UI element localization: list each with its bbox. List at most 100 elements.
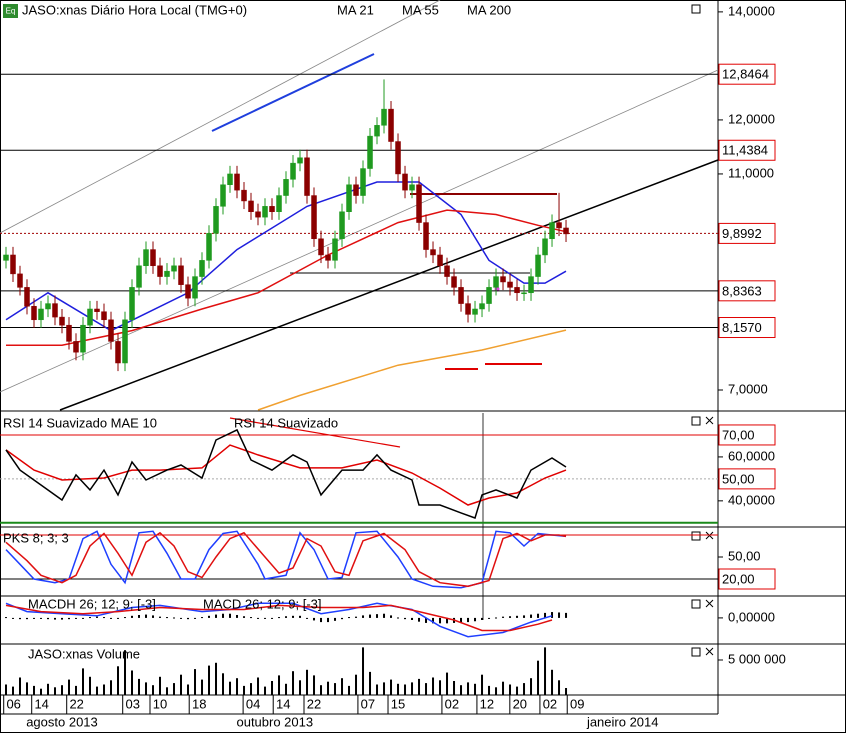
x-tick-label: 12 <box>480 696 494 711</box>
candle-body <box>374 125 380 137</box>
x-tick-label: 04 <box>246 696 260 711</box>
volume-bar <box>68 679 71 695</box>
volume-bar <box>201 679 204 695</box>
maximize-icon[interactable] <box>691 531 701 541</box>
chart-title: JASO:xnas Diário Hora Local (TMG+0) <box>22 2 247 17</box>
volume-bar <box>544 647 547 695</box>
volume-bar <box>229 681 232 695</box>
histogram-bar <box>565 612 568 618</box>
maximize-icon[interactable] <box>691 4 701 14</box>
histogram-bar <box>68 617 71 620</box>
volume-bar <box>40 688 43 695</box>
histogram-bar <box>551 612 554 618</box>
maximize-icon[interactable] <box>691 647 701 657</box>
histogram-bar <box>159 616 162 618</box>
volume-bar <box>509 684 512 695</box>
histogram-bar <box>54 617 57 620</box>
month-label: agosto 2013 <box>26 714 98 729</box>
x-tick-label: 15 <box>391 696 405 711</box>
histogram-bar <box>243 616 246 618</box>
volume-bar <box>362 647 365 695</box>
histogram-bar <box>558 612 561 618</box>
candle-body <box>500 276 506 283</box>
x-tick-label: 02 <box>543 696 557 711</box>
volume-bar <box>320 685 323 695</box>
volume-bar <box>103 684 106 695</box>
volume-bar <box>390 679 393 695</box>
histogram-bar <box>250 617 253 619</box>
volume-bar <box>236 678 239 695</box>
volume-bar <box>271 680 274 695</box>
volume-bar <box>439 680 442 695</box>
volume-bar <box>96 686 99 695</box>
series-line <box>5 444 567 506</box>
candle-body <box>472 308 478 315</box>
close-icon[interactable] <box>705 599 714 608</box>
close-icon[interactable] <box>705 416 714 425</box>
volume-bar <box>474 683 477 695</box>
volume-bar <box>565 687 568 695</box>
histogram-bar <box>103 617 106 619</box>
last-price-box <box>718 222 776 244</box>
candle-body <box>507 281 513 288</box>
candle-body <box>248 200 254 213</box>
candle-body <box>556 222 562 229</box>
candle-body <box>276 195 282 213</box>
maximize-icon[interactable] <box>691 599 701 609</box>
legend-entry: MA 21 <box>337 2 374 17</box>
trend-line <box>59 159 719 411</box>
volume-bar <box>159 676 162 695</box>
histogram-bar <box>306 617 309 619</box>
candle-body <box>31 306 37 321</box>
histogram-bar <box>229 613 232 618</box>
volume-bar <box>404 684 407 695</box>
candle-body <box>80 324 86 353</box>
last-price-label: 9,8992 <box>722 226 762 241</box>
candle-body <box>178 265 184 285</box>
volume-bar <box>75 685 78 695</box>
histogram-bar <box>11 617 14 619</box>
histogram-bar <box>376 614 379 618</box>
volume-bar <box>250 683 253 695</box>
histogram-bar <box>341 617 344 620</box>
candle-body <box>59 316 65 326</box>
candle-body <box>94 308 100 312</box>
volume-bar <box>355 674 358 695</box>
histogram-bar <box>117 617 120 619</box>
close-icon[interactable] <box>705 531 714 540</box>
histogram-bar <box>278 617 281 619</box>
x-tick-label: 14 <box>34 696 48 711</box>
volume-bar <box>124 650 127 695</box>
x-tick-label: 02 <box>445 696 459 711</box>
series-line <box>257 329 567 411</box>
volume-bar <box>523 683 526 695</box>
volume-bar <box>348 685 351 695</box>
candle-body <box>199 260 205 277</box>
candle-body <box>451 276 457 288</box>
level-label: 70,00 <box>722 427 755 442</box>
price-level-box <box>718 317 776 339</box>
x-tick-label: 20 <box>513 696 527 711</box>
histogram-bar <box>481 617 484 620</box>
histogram-bar <box>446 617 449 624</box>
volume-bar <box>257 677 260 695</box>
volume-bar <box>11 686 14 695</box>
level-box <box>718 424 776 446</box>
close-icon[interactable] <box>705 647 714 656</box>
histogram-bar <box>355 616 358 618</box>
volume-bar <box>264 686 267 695</box>
histogram-bar <box>502 616 505 618</box>
candle-body <box>255 211 261 218</box>
candle-body <box>269 206 275 213</box>
histogram-bar <box>432 617 435 624</box>
volume-bar <box>502 681 505 695</box>
histogram-bar <box>523 615 526 618</box>
volume-bar <box>488 685 491 695</box>
histogram-bar <box>530 614 533 618</box>
volume-bar <box>61 685 64 695</box>
maximize-icon[interactable] <box>691 416 701 426</box>
histogram-bar <box>474 617 477 622</box>
volume-bar <box>306 669 309 695</box>
price-level-box <box>718 280 776 302</box>
histogram-bar <box>292 615 295 618</box>
